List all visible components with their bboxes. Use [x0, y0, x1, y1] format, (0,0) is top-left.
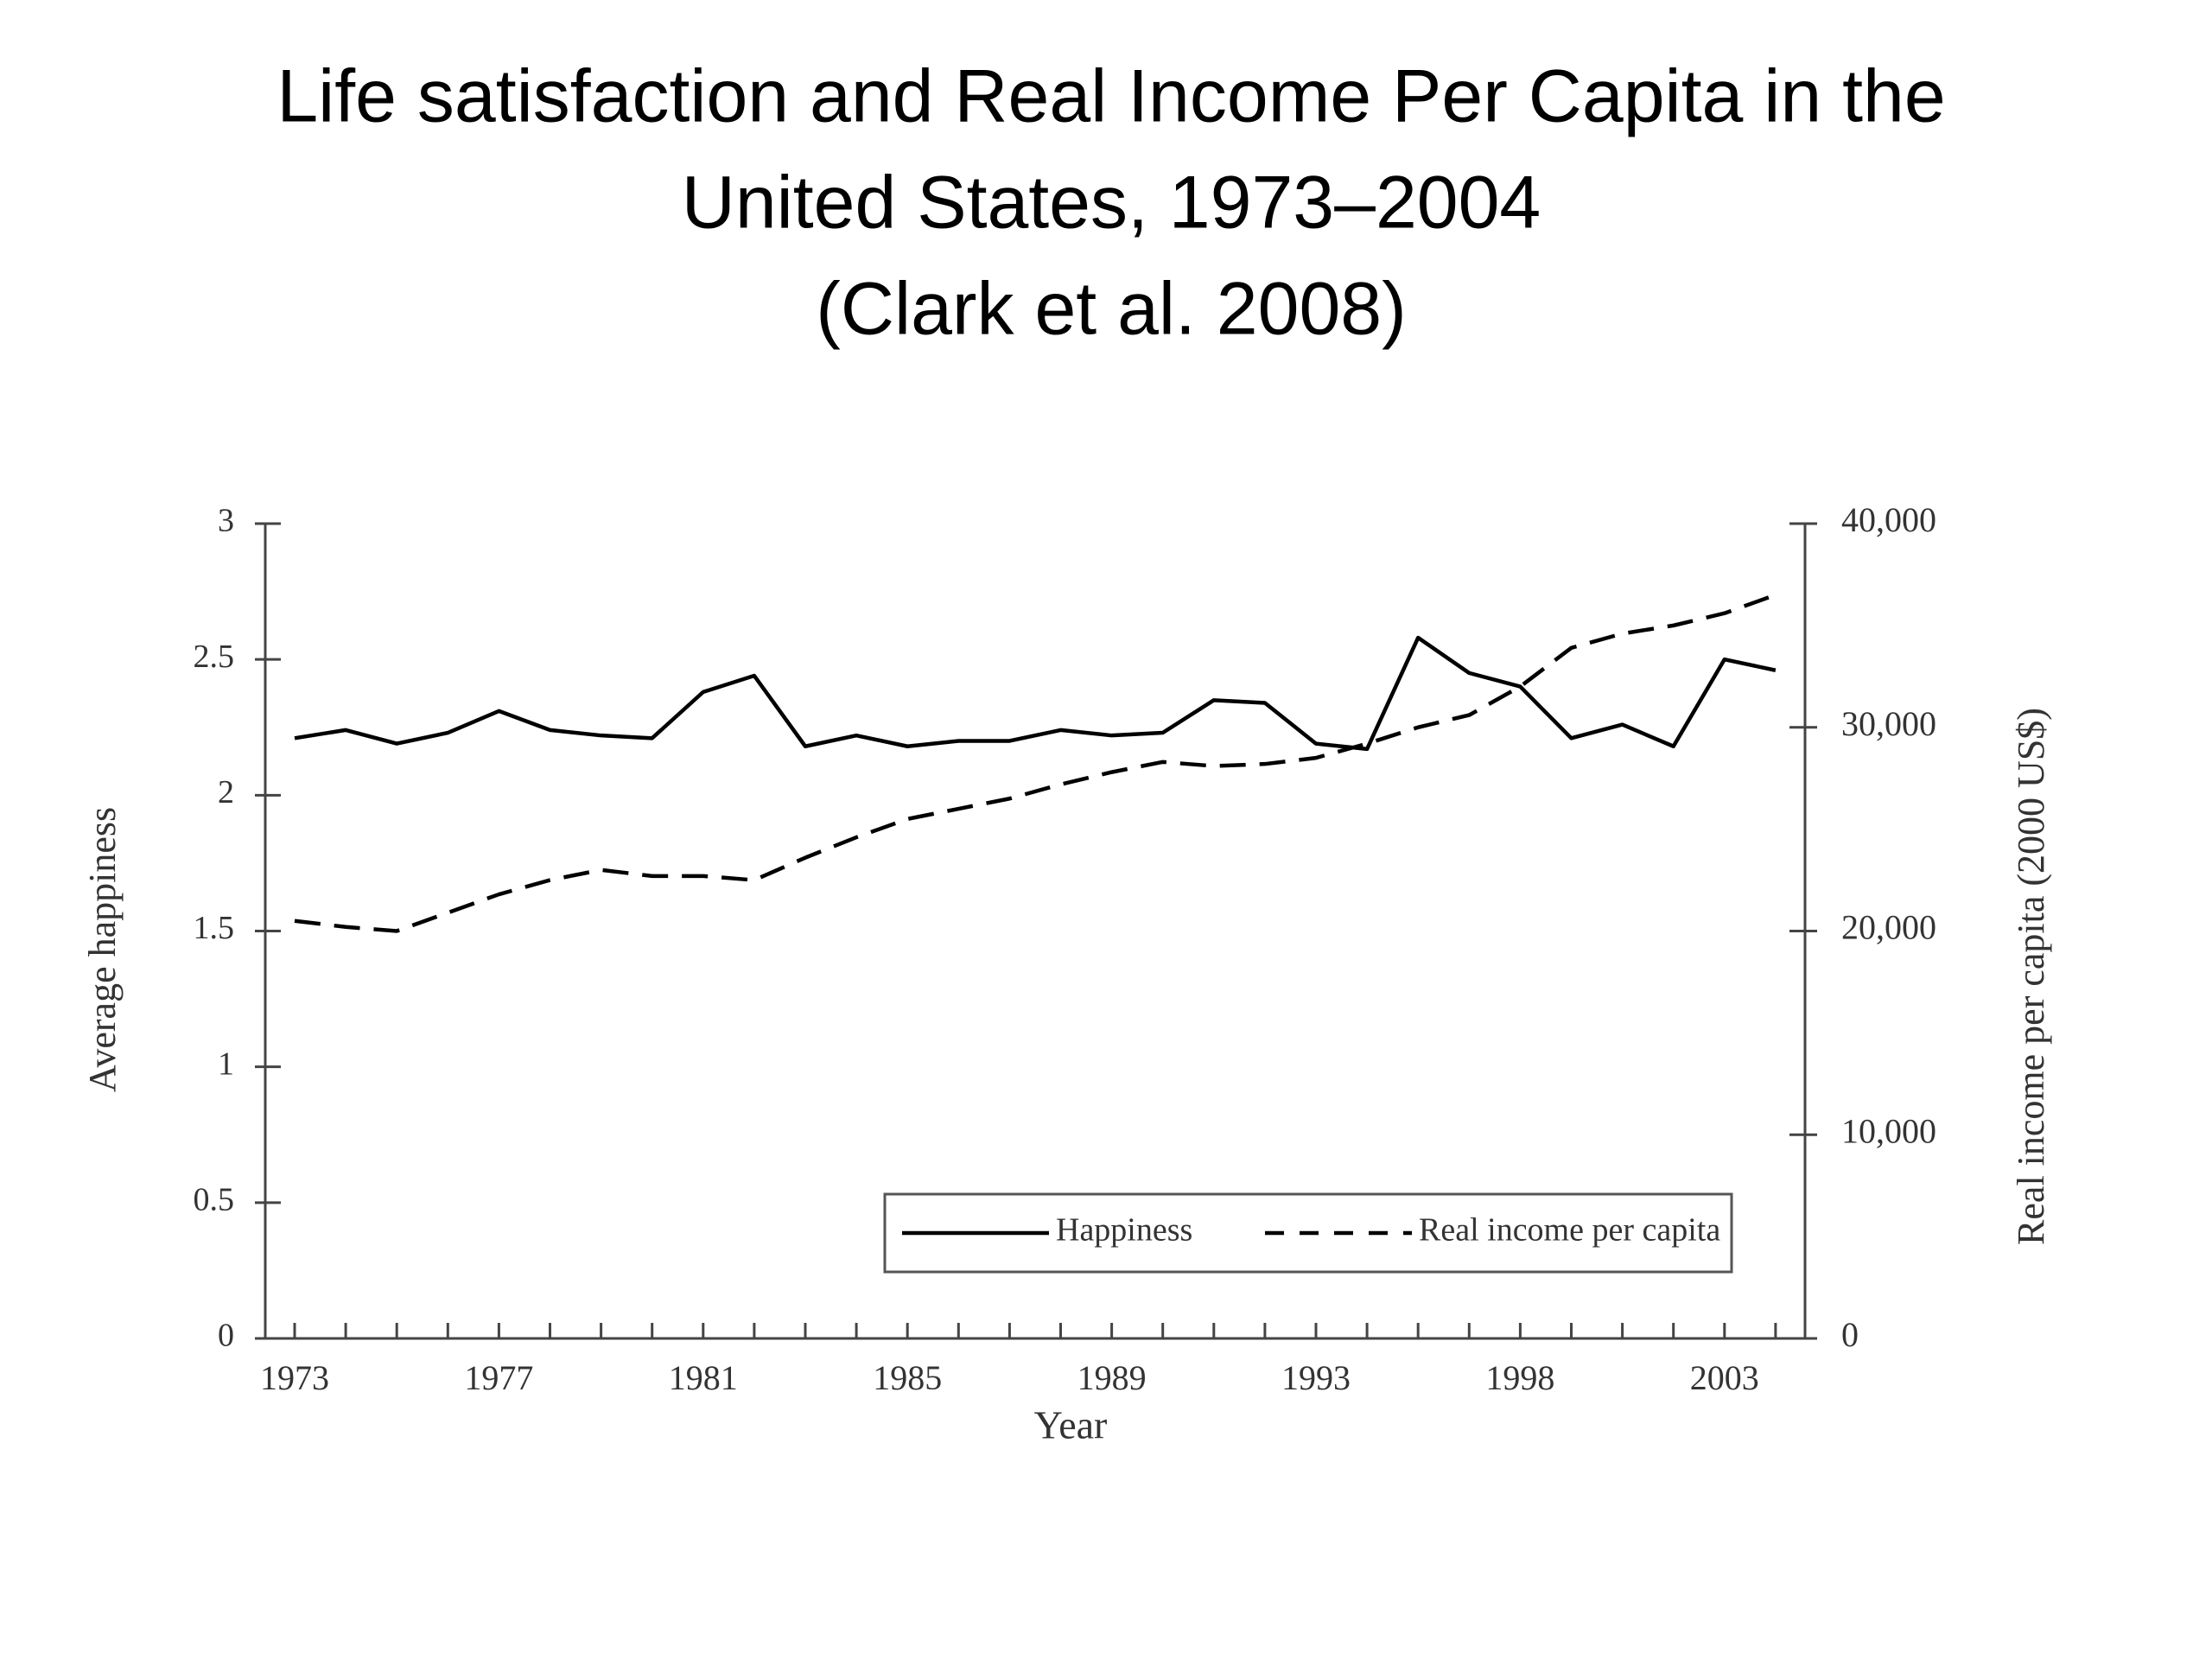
- x-tick-label: 1985: [873, 1358, 942, 1397]
- legend-label: Real income per capita: [1419, 1212, 1720, 1249]
- y-tick-label: 2.5: [194, 639, 235, 675]
- y2-tick-label: 0: [1841, 1315, 1859, 1354]
- y2-tick-label: 10,000: [1841, 1111, 1936, 1150]
- y-tick-label: 0: [218, 1318, 234, 1354]
- x-tick-label: 1993: [1281, 1358, 1351, 1397]
- legend-label: Happiness: [1056, 1212, 1192, 1249]
- x-axis-title: Year: [1034, 1403, 1108, 1447]
- x-tick-label: 1989: [1077, 1358, 1147, 1397]
- y2-axis-title: Real income per capita (2000 US$): [2010, 708, 2052, 1245]
- y-tick-label: 2: [218, 774, 234, 810]
- y2-tick-label: 40,000: [1841, 500, 1936, 539]
- x-tick-label: 1981: [669, 1358, 738, 1397]
- chart-title: Life satisfaction and Real Income Per Ca…: [276, 55, 1945, 138]
- series-line: [294, 593, 1777, 933]
- x-tick-label: 1998: [1485, 1358, 1554, 1397]
- chart-title: (Clark et al. 2008): [816, 268, 1407, 351]
- series-line: [294, 635, 1777, 752]
- y-tick-label: 1.5: [194, 910, 235, 946]
- y2-tick-label: 20,000: [1841, 908, 1936, 947]
- x-tick-label: 1973: [260, 1358, 329, 1397]
- x-tick-label: 2003: [1690, 1358, 1759, 1397]
- y-tick-label: 3: [218, 503, 234, 539]
- y-tick-label: 0.5: [194, 1182, 235, 1218]
- chart-title: United States, 1973–2004: [682, 162, 1541, 245]
- x-tick-label: 1977: [464, 1358, 533, 1397]
- y2-tick-label: 30,000: [1841, 704, 1936, 743]
- y-tick-label: 1: [218, 1046, 234, 1082]
- y-axis-title: Average happiness: [81, 807, 124, 1092]
